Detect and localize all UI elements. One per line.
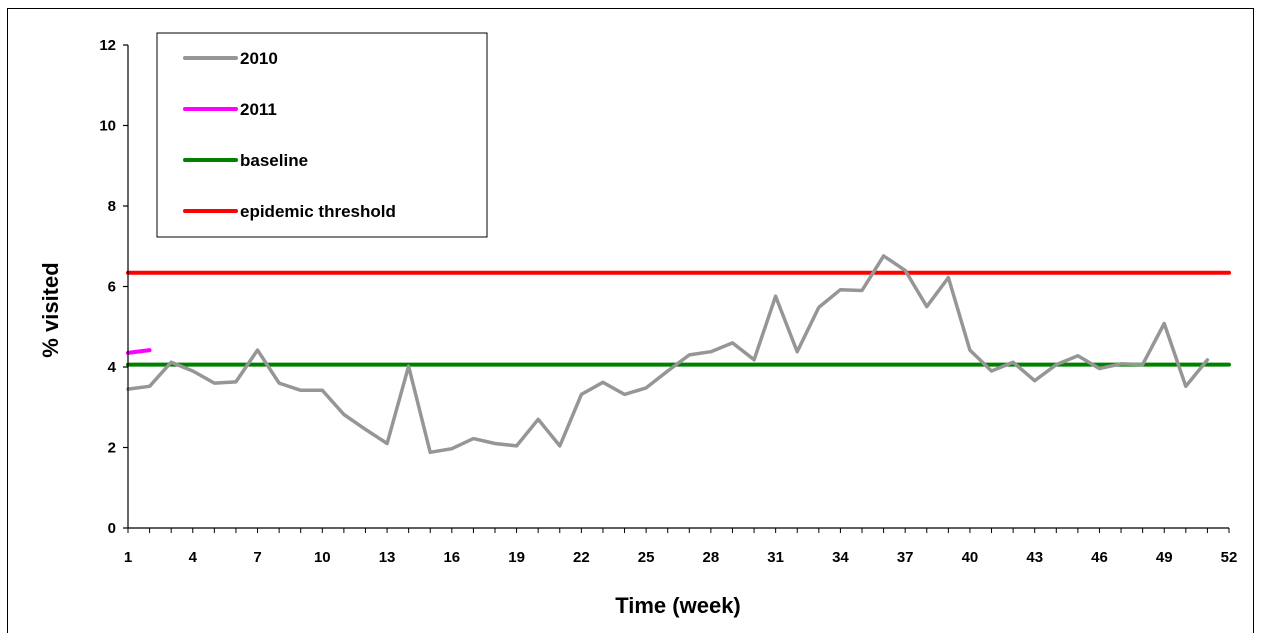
legend: 2010 2011 baseline epidemic threshold	[156, 32, 488, 238]
x-tick-label: 43	[1026, 549, 1043, 566]
y-tick-label: 6	[108, 279, 116, 296]
chart-frame	[7, 8, 1254, 633]
y-tick-label: 2	[108, 440, 116, 457]
series-line-2010	[126, 254, 1210, 455]
x-tick-label: 25	[638, 549, 655, 566]
x-tick-label: 34	[832, 549, 849, 566]
plot-area	[126, 254, 1231, 455]
y-tick-label: 4	[108, 359, 117, 376]
legend-label: baseline	[240, 151, 308, 170]
x-tick-label: 16	[443, 549, 460, 566]
legend-box	[156, 32, 488, 238]
x-tick-label: 19	[508, 549, 525, 566]
x-tick-label: 46	[1091, 549, 1108, 566]
x-tick-label: 13	[379, 549, 396, 566]
y-axis-title: % visited	[38, 262, 63, 357]
y-tick-label: 10	[99, 118, 116, 135]
x-tick-label: 22	[573, 549, 590, 566]
x-tick-label: 28	[703, 549, 720, 566]
x-axis-title: Time (week)	[615, 593, 741, 618]
x-tick-label: 7	[253, 549, 261, 566]
series-line-2011	[126, 348, 152, 355]
x-tick-label: 49	[1156, 549, 1173, 566]
x-tick-label: 40	[962, 549, 979, 566]
y-axis-ticks: 0 2 4 6 8 10 12	[99, 37, 128, 537]
x-tick-label: 10	[314, 549, 331, 566]
x-tick-label: 4	[189, 549, 198, 566]
x-tick-label: 52	[1221, 549, 1238, 566]
y-tick-label: 12	[99, 37, 116, 54]
y-tick-label: 8	[108, 198, 116, 215]
legend-label: 2010	[240, 49, 278, 68]
legend-label: 2011	[240, 100, 277, 119]
legend-label: epidemic threshold	[240, 202, 396, 221]
x-tick-label: 31	[767, 549, 784, 566]
x-tick-label: 37	[897, 549, 914, 566]
x-tick-label: 1	[124, 549, 132, 566]
y-tick-label: 0	[108, 520, 116, 537]
x-axis-ticks: 1 4 7 10 13 16 19 22 25 28 31 34 37 40 43 46 49 52	[124, 528, 1238, 566]
